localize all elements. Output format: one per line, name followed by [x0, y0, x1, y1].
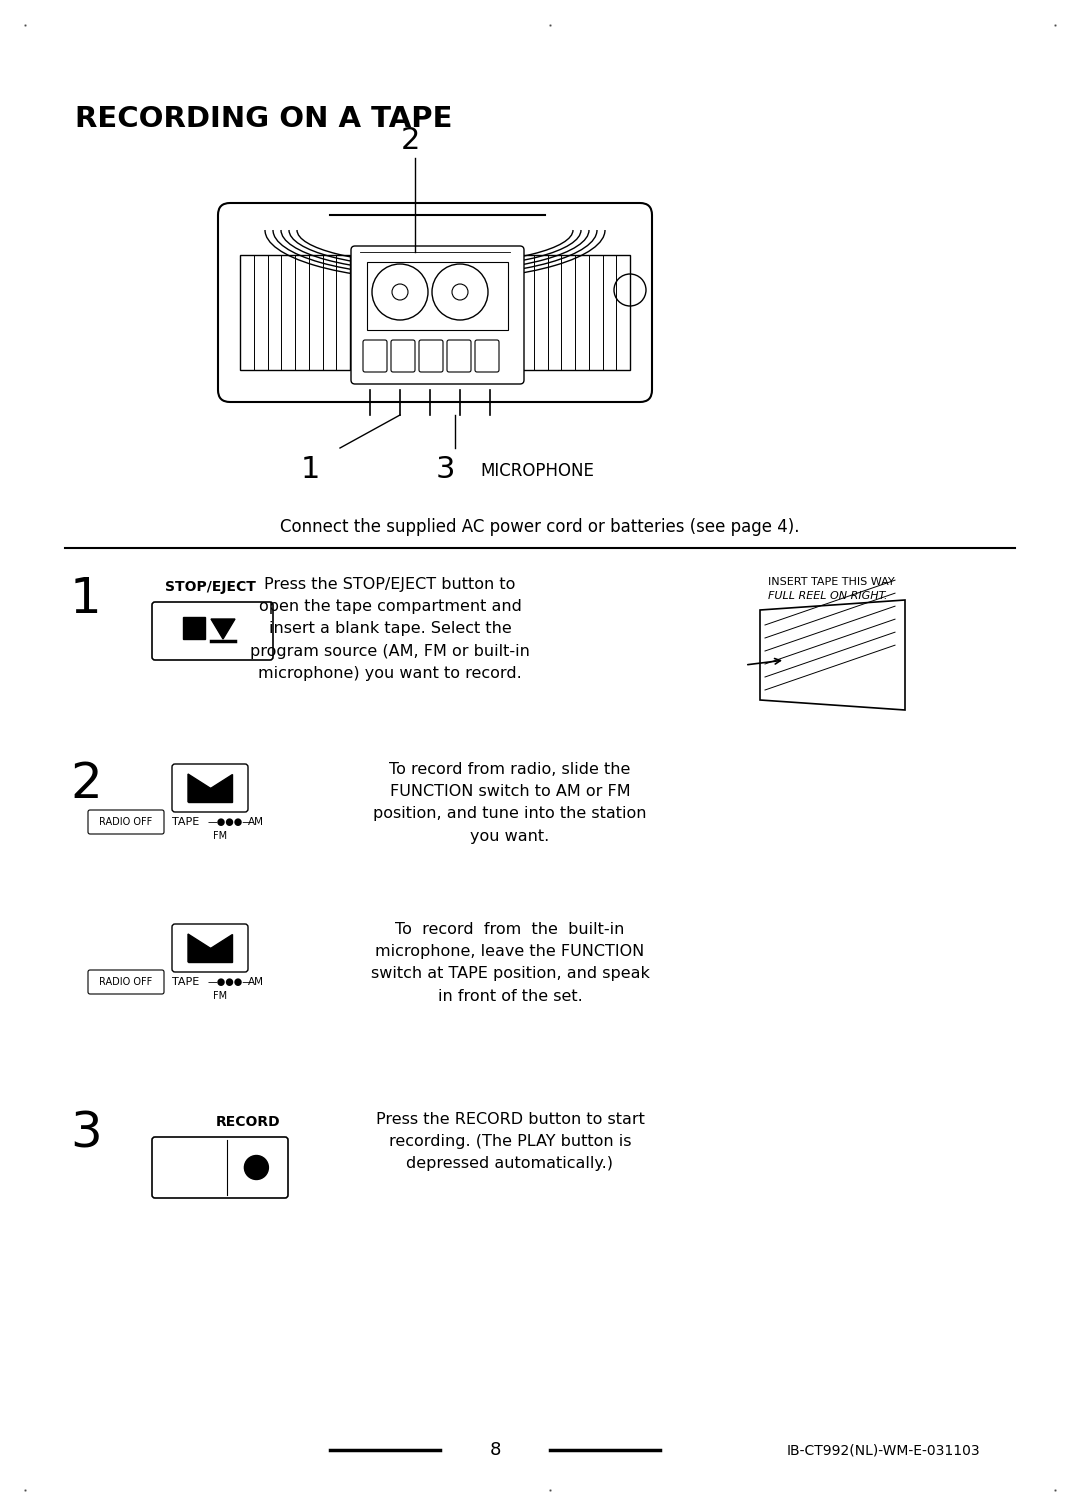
Text: To  record  from  the  built-in
microphone, leave the FUNCTION
switch at TAPE po: To record from the built-in microphone, … [370, 921, 649, 1004]
Text: Connect the supplied AC power cord or batteries (see page 4).: Connect the supplied AC power cord or ba… [280, 519, 800, 537]
FancyBboxPatch shape [172, 924, 248, 972]
Text: TAPE: TAPE [172, 818, 199, 827]
Polygon shape [188, 774, 232, 803]
Text: FULL REEL ON RIGHT.: FULL REEL ON RIGHT. [768, 591, 888, 601]
FancyBboxPatch shape [152, 1136, 288, 1198]
Text: AM: AM [248, 818, 264, 827]
Text: Press the STOP/EJECT button to
open the tape compartment and
insert a blank tape: Press the STOP/EJECT button to open the … [251, 577, 530, 681]
Bar [519, 256, 630, 370]
Text: RECORDING ON A TAPE: RECORDING ON A TAPE [75, 105, 453, 132]
Circle shape [244, 1156, 269, 1180]
Text: 8: 8 [489, 1441, 501, 1459]
Text: Press the RECORD button to start
recording. (The PLAY button is
depressed automa: Press the RECORD button to start recordi… [376, 1112, 645, 1171]
FancyBboxPatch shape [87, 810, 164, 834]
Polygon shape [211, 619, 235, 639]
Text: 2: 2 [70, 761, 102, 809]
Polygon shape [188, 933, 232, 962]
FancyBboxPatch shape [363, 340, 387, 373]
Text: 2: 2 [401, 126, 420, 155]
Text: FM: FM [213, 831, 227, 842]
FancyBboxPatch shape [351, 246, 524, 383]
Text: TAPE: TAPE [172, 977, 199, 987]
Bar [240, 256, 350, 370]
Text: IB-CT992(NL)-WM-E-031103: IB-CT992(NL)-WM-E-031103 [786, 1443, 980, 1456]
Text: RADIO OFF: RADIO OFF [99, 977, 152, 987]
FancyBboxPatch shape [172, 764, 248, 812]
Polygon shape [188, 933, 232, 962]
FancyBboxPatch shape [447, 340, 471, 373]
FancyBboxPatch shape [152, 603, 273, 660]
FancyBboxPatch shape [419, 340, 443, 373]
FancyBboxPatch shape [218, 203, 652, 401]
Text: —●●●—: —●●●— [208, 818, 253, 827]
Bar [367, 262, 508, 331]
Text: —●●●—: —●●●— [208, 977, 253, 987]
Text: RECORD: RECORD [215, 1115, 280, 1129]
Text: STOP/EJECT: STOP/EJECT [164, 580, 256, 594]
Text: 3: 3 [435, 455, 455, 484]
FancyBboxPatch shape [87, 969, 164, 993]
Text: 3: 3 [70, 1111, 102, 1157]
Text: MICROPHONE: MICROPHONE [480, 461, 594, 479]
Text: INSERT TAPE THIS WAY: INSERT TAPE THIS WAY [768, 577, 894, 588]
Text: 1: 1 [300, 455, 320, 484]
Text: RADIO OFF: RADIO OFF [99, 818, 152, 827]
Polygon shape [188, 774, 232, 803]
Text: To record from radio, slide the
FUNCTION switch to AM or FM
position, and tune i: To record from radio, slide the FUNCTION… [374, 762, 647, 843]
Text: FM: FM [213, 990, 227, 1001]
Bar [183, 618, 205, 639]
FancyBboxPatch shape [475, 340, 499, 373]
FancyBboxPatch shape [391, 340, 415, 373]
Text: AM: AM [248, 977, 264, 987]
Text: 1: 1 [70, 576, 102, 624]
